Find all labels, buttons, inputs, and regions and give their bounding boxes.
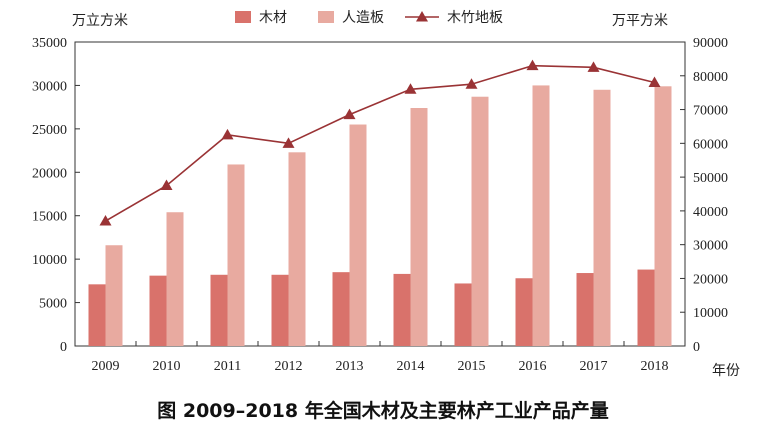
x-axis-unit-label: 年份 (712, 363, 740, 379)
legend: 木材 人造板 木竹地板 (235, 10, 503, 26)
x-axis: 2009 2010 2011 2012 2013 2014 2015 2016 2017 2018 (92, 341, 669, 374)
bar-panel (593, 89, 611, 347)
x-tick-label: 2011 (214, 359, 241, 374)
legend-label: 人造板 (342, 10, 384, 26)
flooring-point (648, 76, 661, 88)
right-tick-label: 80000 (693, 70, 728, 85)
x-tick-label: 2012 (275, 359, 303, 374)
right-tick-label: 40000 (693, 205, 728, 220)
bar-timber (637, 269, 655, 346)
left-tick-label: 15000 (32, 210, 67, 225)
bar-panel (654, 86, 672, 346)
left-tick-label: 10000 (32, 253, 67, 268)
flooring-point (282, 137, 295, 148)
bar-timber (515, 278, 533, 346)
bar-panel (349, 124, 367, 346)
line-series (99, 59, 661, 226)
flooring-point (99, 215, 112, 226)
bar-panel (105, 245, 123, 346)
x-tick-label: 2016 (519, 359, 547, 374)
x-tick-label: 2009 (92, 359, 120, 374)
bar-panel (471, 96, 489, 346)
left-tick-label: 0 (60, 340, 67, 355)
x-tick-label: 2015 (458, 359, 486, 374)
bar-panel (532, 85, 550, 346)
flooring-point (465, 78, 478, 89)
legend-label: 木竹地板 (447, 10, 503, 26)
left-tick-label: 25000 (32, 123, 67, 138)
flooring-point (160, 179, 173, 191)
right-tick-label: 20000 (693, 272, 728, 287)
flooring-point (343, 108, 356, 120)
bar-series (88, 85, 672, 347)
bar-panel (166, 212, 184, 346)
bar-panel (410, 108, 428, 346)
legend-label: 木材 (259, 10, 287, 26)
left-axis: 0 5000 10000 15000 20000 25000 30000 35000 (32, 36, 80, 355)
flooring-point (526, 59, 539, 71)
legend-swatch (318, 11, 334, 23)
flooring-point (221, 128, 234, 140)
left-tick-label: 20000 (32, 166, 67, 181)
bar-timber (393, 273, 411, 346)
bar-panel (227, 164, 245, 346)
bar-timber (88, 284, 106, 346)
legend-marker (416, 11, 428, 22)
bar-timber (210, 274, 228, 346)
right-tick-label: 50000 (693, 171, 728, 186)
bar-timber (576, 273, 594, 346)
bar-timber (454, 283, 472, 346)
right-tick-label: 0 (693, 340, 700, 355)
right-tick-label: 60000 (693, 137, 728, 152)
right-axis: 0 10000 20000 30000 40000 50000 60000 70000 8000… (680, 36, 728, 355)
x-tick-label: 2013 (336, 359, 364, 374)
chart-caption: 图 2009–2018 年全国木材及主要林产工业产品产量 (157, 399, 609, 422)
right-tick-label: 10000 (693, 306, 728, 321)
flooring-point (404, 83, 417, 94)
bar-timber (332, 272, 350, 346)
x-tick-label: 2017 (580, 359, 608, 374)
left-tick-label: 35000 (32, 36, 67, 51)
right-axis-unit-label: 万平方米 (612, 13, 668, 29)
left-axis-unit-label: 万立方米 (72, 13, 128, 29)
bar-timber (271, 274, 289, 346)
x-tick-label: 2014 (397, 359, 425, 374)
x-tick-label: 2010 (153, 359, 181, 374)
legend-swatch (235, 11, 251, 23)
right-tick-label: 30000 (693, 239, 728, 254)
left-tick-label: 5000 (39, 297, 67, 312)
flooring-line (105, 64, 655, 222)
bar-timber (149, 275, 167, 346)
right-tick-label: 90000 (693, 36, 728, 51)
left-tick-label: 30000 (32, 79, 67, 94)
flooring-point (587, 61, 600, 72)
x-tick-label: 2018 (641, 359, 669, 374)
bar-panel (288, 152, 306, 346)
right-tick-label: 70000 (693, 104, 728, 119)
